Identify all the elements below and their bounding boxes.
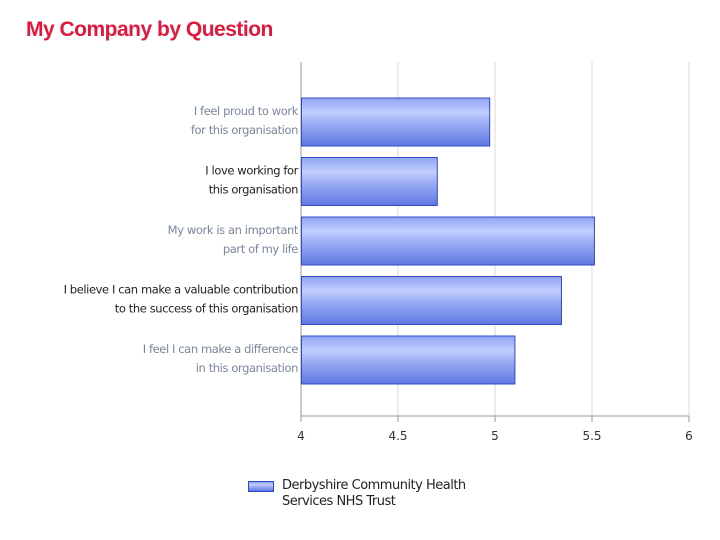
tick-label: 5.5 (582, 429, 601, 443)
tick-label: 5 (491, 429, 499, 443)
bar (301, 276, 562, 325)
bar (301, 335, 516, 385)
chart-title: My Company by Question (26, 18, 273, 41)
category-label: I love working for this organisation (205, 164, 298, 197)
legend-label: Derbyshire Community Health Services NHS… (282, 478, 466, 509)
bar (301, 216, 595, 266)
category-label: I feel I can make a difference in this or… (143, 342, 299, 375)
category-label: I feel proud to work for this organisatio… (191, 104, 299, 137)
bars (301, 97, 595, 385)
legend: Derbyshire Community Health Services NHS… (248, 478, 492, 510)
tick-label: 4.5 (388, 429, 407, 443)
category-label: I believe I can make a valuable contribu… (64, 283, 299, 316)
category-label: My work is an important part of my life (168, 223, 299, 256)
legend-swatch (248, 481, 274, 492)
bar-chart: I feel proud to work for this organisatio… (64, 62, 693, 443)
category-labels: I feel proud to work for this organisatio… (64, 104, 300, 375)
bar (301, 97, 491, 147)
x-axis-ticks: 4 4.5 5 5.5 6 (297, 416, 693, 443)
tick-label: 4 (297, 429, 305, 443)
tick-label: 6 (685, 429, 693, 443)
bar (301, 157, 438, 206)
